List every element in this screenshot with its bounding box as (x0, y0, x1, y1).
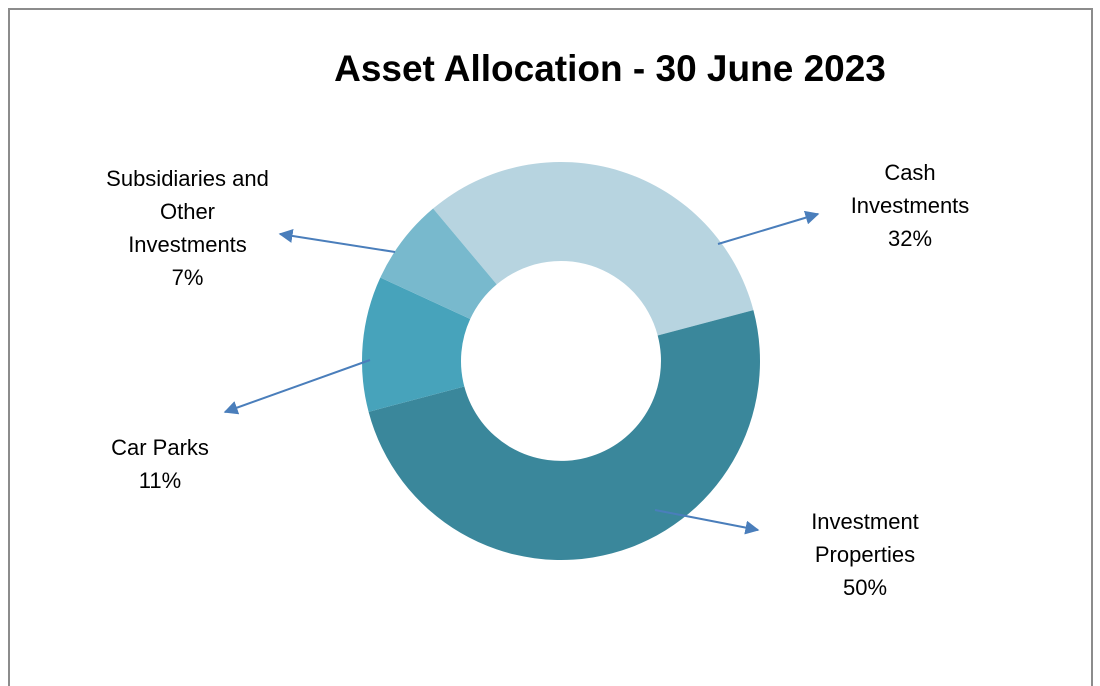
data-label: Car Parks 11% (90, 431, 230, 497)
leader-arrow (278, 229, 396, 253)
category-label: Car Parks (111, 435, 209, 460)
value-label: 50% (842, 575, 888, 600)
donut-slice (368, 310, 760, 561)
value-label: 32% (887, 226, 933, 251)
data-label: Subsidiaries and Other Investments 7% (100, 162, 275, 294)
donut-slice (380, 208, 497, 320)
category-label: Cash Investments (850, 160, 970, 218)
frame (8, 8, 1093, 686)
category-label: Subsidiaries and Other Investments (106, 166, 269, 257)
leader-arrow (717, 210, 820, 245)
donut-slice (361, 277, 471, 412)
chart-title: Asset Allocation - 30 June 2023 (334, 48, 886, 89)
value-label: 7% (171, 265, 204, 290)
leader-arrow (223, 359, 371, 415)
data-label: Investment Properties 50% (790, 505, 940, 604)
data-label: Cash Investments 32% (840, 156, 980, 255)
leader-arrow (654, 509, 760, 535)
value-label: 11% (138, 468, 182, 493)
category-label: Investment Properties (811, 509, 919, 567)
donut-slice (433, 162, 754, 336)
